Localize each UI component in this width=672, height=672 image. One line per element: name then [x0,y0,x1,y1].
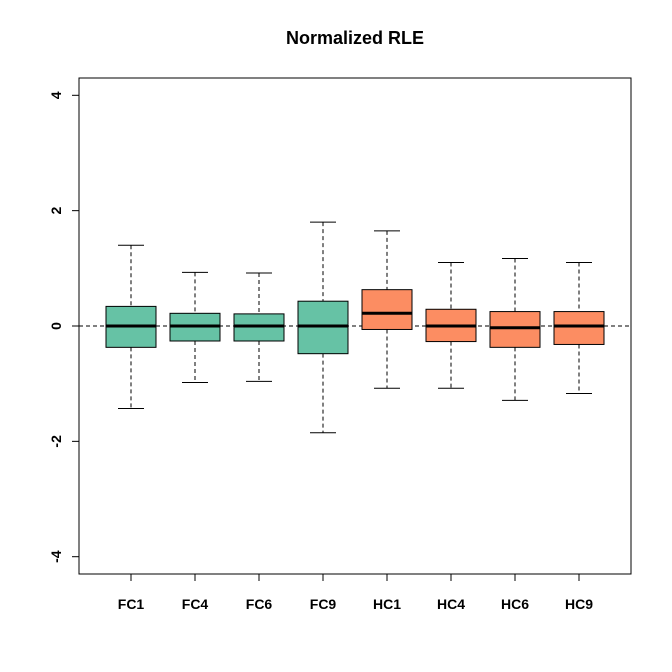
box-hc4 [425,262,477,389]
x-tick-label: FC4 [182,596,209,612]
box-fc6 [233,272,285,382]
box-fc9 [297,221,349,434]
y-tick-label: -4 [48,550,64,563]
chart-title: Normalized RLE [285,28,425,48]
y-tick-label: -2 [48,435,64,448]
iqr-box [489,311,541,348]
y-tick-label: 4 [48,91,64,99]
y-tick-label: 0 [48,322,64,330]
box-hc9 [553,262,605,394]
x-tick-label: HC4 [437,596,465,612]
x-tick-label: HC9 [565,596,593,612]
box-hc1 [361,230,413,389]
x-tick-label: HC1 [373,596,401,612]
box-hc6 [489,258,541,401]
box-fc4 [169,271,221,384]
x-tick-label: FC1 [118,596,145,612]
box-fc1 [105,244,157,409]
x-tick-label: FC9 [310,596,337,612]
x-tick-label: HC6 [501,596,529,612]
iqr-box [361,289,413,330]
iqr-box [553,311,605,345]
x-tick-label: FC6 [246,596,273,612]
y-tick-label: 2 [48,207,64,215]
